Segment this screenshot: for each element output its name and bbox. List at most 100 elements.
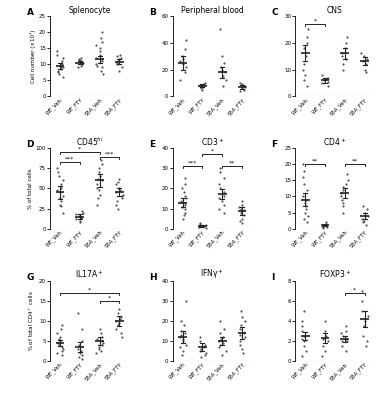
Point <box>80 209 86 216</box>
Point <box>362 318 368 324</box>
Point <box>180 348 186 354</box>
Point <box>196 82 203 88</box>
Point <box>342 45 348 51</box>
Point <box>217 185 223 192</box>
Point <box>304 40 310 46</box>
Point <box>119 193 125 200</box>
Point <box>77 219 83 225</box>
Point <box>239 207 245 214</box>
Point <box>239 85 245 91</box>
Point <box>75 64 81 71</box>
Point <box>340 203 346 209</box>
Point <box>96 169 102 176</box>
Point <box>76 350 83 356</box>
Point <box>58 63 64 69</box>
Point <box>179 336 186 342</box>
Point <box>319 80 325 86</box>
Text: ***: *** <box>65 157 74 162</box>
Point <box>217 169 223 176</box>
Point <box>302 72 308 78</box>
Point <box>76 57 82 63</box>
Point <box>60 55 66 61</box>
Point <box>60 209 66 216</box>
Point <box>78 215 84 221</box>
Point <box>182 46 188 53</box>
Text: A: A <box>27 8 34 17</box>
Point <box>239 346 245 352</box>
Point <box>73 216 80 222</box>
Point <box>54 350 60 356</box>
Point <box>238 205 244 212</box>
Point <box>242 334 248 340</box>
Point <box>303 348 309 354</box>
Point <box>98 330 104 336</box>
Point <box>203 225 209 231</box>
Point <box>301 180 308 187</box>
Point <box>96 51 103 58</box>
Point <box>361 217 367 224</box>
Point <box>79 356 85 362</box>
Point <box>177 334 183 340</box>
Point <box>80 59 86 66</box>
Point <box>113 61 120 67</box>
Point <box>325 78 331 85</box>
Point <box>58 181 64 188</box>
Point <box>344 171 350 177</box>
Point <box>96 344 102 350</box>
Point <box>93 42 100 48</box>
Point <box>78 213 85 220</box>
Point <box>116 185 122 192</box>
Point <box>242 84 248 90</box>
Point <box>116 176 122 182</box>
Point <box>113 318 119 324</box>
Point <box>182 181 188 188</box>
Point <box>118 314 124 320</box>
Point <box>360 58 366 65</box>
Point <box>365 313 371 319</box>
Point <box>237 88 243 94</box>
Point <box>197 338 203 344</box>
Point <box>95 195 102 201</box>
Point <box>114 197 120 204</box>
Point <box>325 338 332 344</box>
Point <box>60 74 66 80</box>
Point <box>340 333 346 339</box>
Point <box>201 80 208 86</box>
Point <box>303 206 309 213</box>
Point <box>198 86 205 93</box>
Point <box>241 86 247 93</box>
Point <box>60 346 66 352</box>
Point <box>58 64 64 71</box>
Point <box>217 342 223 348</box>
Point <box>340 61 346 67</box>
Point <box>114 59 120 66</box>
Point <box>79 208 85 214</box>
Point <box>216 181 222 188</box>
Text: E: E <box>149 140 155 149</box>
Point <box>93 350 99 356</box>
Point <box>344 338 350 344</box>
Point <box>182 193 188 200</box>
Title: CD3$^+$: CD3$^+$ <box>201 136 224 148</box>
Title: FOXP3$^+$: FOXP3$^+$ <box>319 268 351 280</box>
Title: CNS: CNS <box>327 6 343 15</box>
Point <box>183 195 189 202</box>
Point <box>340 187 346 193</box>
Point <box>99 58 105 64</box>
Point <box>362 209 368 216</box>
Text: *: * <box>108 296 111 300</box>
Point <box>364 56 371 62</box>
Title: Splenocyte: Splenocyte <box>69 6 111 15</box>
Point <box>78 55 85 61</box>
Point <box>59 61 65 67</box>
Point <box>240 350 246 356</box>
Point <box>239 197 245 204</box>
Point <box>117 187 123 193</box>
Point <box>359 288 365 294</box>
Point <box>177 58 183 65</box>
Point <box>97 192 103 198</box>
Point <box>179 338 186 344</box>
Point <box>115 310 122 316</box>
Point <box>78 214 85 221</box>
Point <box>177 344 183 350</box>
